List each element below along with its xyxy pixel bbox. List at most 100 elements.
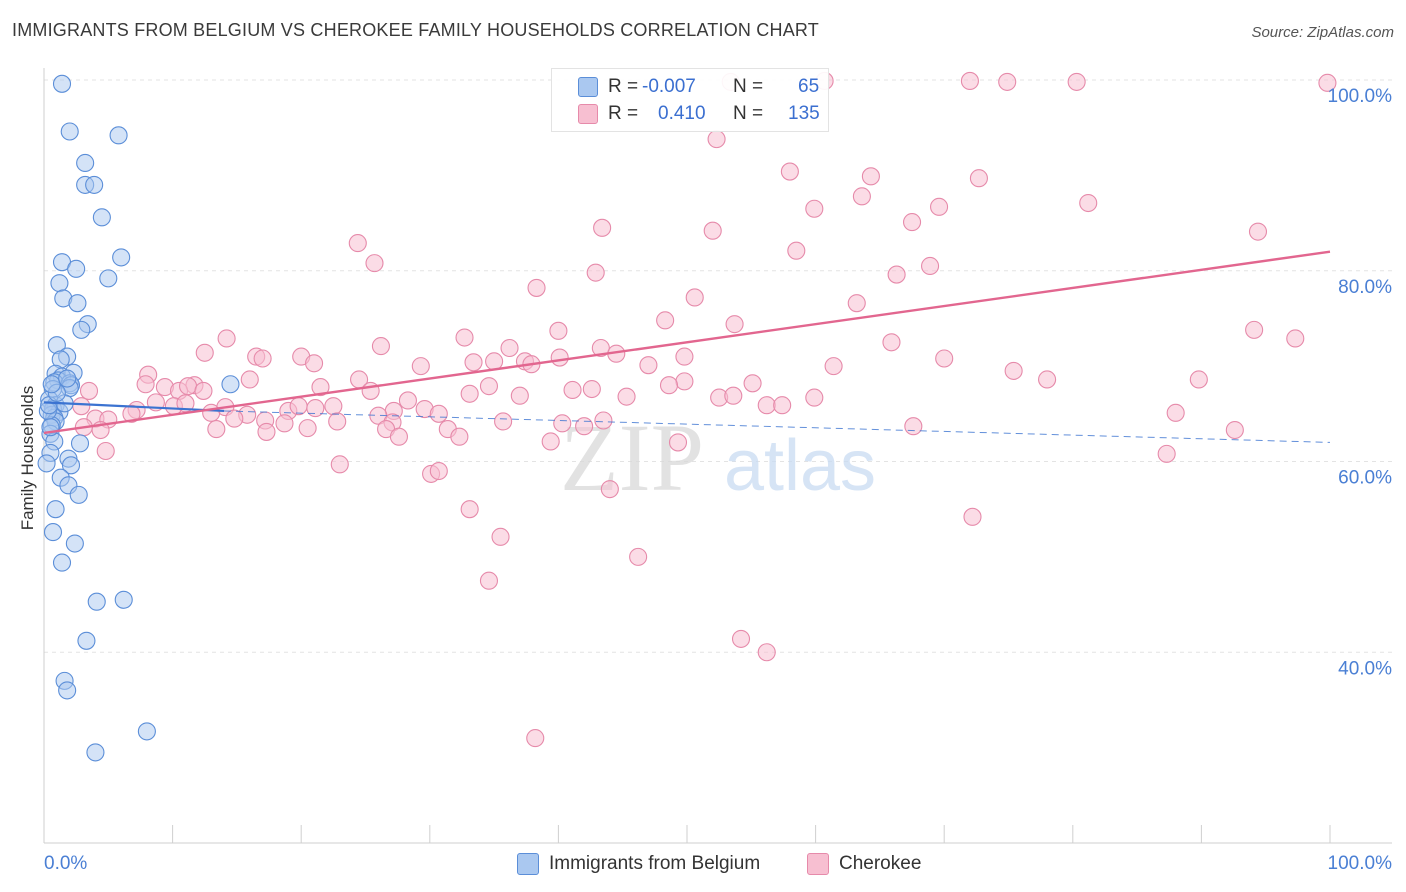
cherokee-point <box>563 380 582 400</box>
cherokee-point <box>935 349 954 368</box>
cherokee-point <box>207 420 226 439</box>
cherokee-point <box>194 381 213 400</box>
legend-r-label: R = <box>608 103 639 124</box>
cherokee-point <box>805 388 824 407</box>
belgium-point <box>137 722 156 741</box>
cherokee-point <box>485 352 504 371</box>
tick-labels: 40.0% 60.0% 80.0% 100.0% 0.0% 100.0% <box>44 86 1392 874</box>
cherokee-point <box>348 234 367 253</box>
cherokee-point <box>685 288 704 307</box>
cherokee-point <box>930 197 949 216</box>
cherokee-point <box>398 391 417 410</box>
cherokee-point <box>1004 361 1023 380</box>
cherokee-point <box>122 404 141 423</box>
cherokee-point <box>594 411 613 430</box>
cherokee-point <box>429 461 448 481</box>
belgium-trend-extension <box>224 410 1331 443</box>
cherokee-point <box>675 347 694 366</box>
cherokee-point <box>725 315 744 334</box>
y-tick-label: 100.0% <box>1328 86 1393 107</box>
cherokee-point <box>429 404 448 423</box>
cherokee-point <box>1225 420 1244 440</box>
cherokee-point <box>275 414 294 433</box>
cherokee-point <box>847 294 866 313</box>
cherokee-point <box>724 386 743 405</box>
belgium-point <box>60 122 79 141</box>
legend-n-label: N = <box>733 103 764 124</box>
cherokee-point <box>460 500 479 519</box>
cherokee-point <box>773 396 792 415</box>
cherokee-point <box>757 643 776 662</box>
cherokee-point <box>629 547 648 566</box>
cherokee-point <box>887 265 906 284</box>
cherokee-point <box>1245 320 1264 339</box>
cherokee-point <box>852 187 871 206</box>
cherokee-point <box>824 357 843 376</box>
legend-swatch-belgium <box>578 77 598 97</box>
belgium-point <box>61 456 81 475</box>
cherokee-point <box>639 356 658 375</box>
cherokee-point <box>582 379 601 399</box>
cherokee-point <box>969 169 988 188</box>
belgium-point <box>87 592 106 611</box>
belgium-trend-line <box>43 401 225 413</box>
legend-r-value-cherokee: 0.410 <box>658 103 706 124</box>
cherokee-point <box>668 433 688 452</box>
cherokee-point <box>253 349 272 368</box>
cherokee-point <box>510 386 529 405</box>
legend-swatch-belgium <box>517 853 539 875</box>
cherokee-point <box>450 427 469 446</box>
cherokee-point <box>1318 73 1337 92</box>
legend-r-label: R = <box>608 76 639 97</box>
belgium-point <box>65 534 84 553</box>
cherokee-point <box>656 311 675 330</box>
cherokee-point <box>1157 444 1176 463</box>
cherokee-point <box>500 338 519 358</box>
y-tick-label: 40.0% <box>1338 658 1392 679</box>
x-tick-label-max: 100.0% <box>1328 853 1393 874</box>
legend-label-belgium: Immigrants from Belgium <box>549 853 761 874</box>
belgium-point <box>37 454 56 473</box>
cherokee-point <box>593 218 612 237</box>
cherokee-point <box>479 377 499 396</box>
cherokee-point <box>731 629 751 648</box>
cherokee-point <box>1286 329 1305 348</box>
belgium-point <box>68 294 87 313</box>
cherokee-point <box>328 412 347 431</box>
belgium-point <box>52 553 72 572</box>
legend-n-label: N = <box>733 76 764 97</box>
belgium-point <box>70 434 90 453</box>
cherokee-point <box>553 414 572 433</box>
cherokee-point <box>1067 72 1086 91</box>
cherokee-point <box>202 403 221 422</box>
legend-stats: R = -0.007 N = 65 R = 0.410 N = 135 <box>551 68 829 132</box>
cherokee-point <box>178 377 198 396</box>
cherokee-point <box>289 397 308 416</box>
watermark-atlas: atlas <box>724 426 876 506</box>
belgium-point <box>77 631 96 650</box>
cherokee-point <box>479 571 499 590</box>
belgium-point <box>42 375 61 394</box>
belgium-point <box>112 248 131 267</box>
cherokee-point <box>963 507 982 526</box>
belgium-point <box>76 153 95 173</box>
cherokee-point <box>79 381 99 400</box>
cherokee-point <box>998 72 1017 91</box>
belgium-point <box>221 375 240 394</box>
source-label: Source: ZipAtlas.com <box>1251 24 1394 41</box>
belgium-point <box>99 269 118 288</box>
legend-swatch-cherokee <box>578 104 598 124</box>
cherokee-point <box>330 455 349 474</box>
cherokee-point <box>882 333 901 352</box>
cherokee-point <box>217 329 236 348</box>
cherokee-point <box>861 167 880 186</box>
trend-lines <box>43 250 1331 443</box>
cherokee-point <box>703 221 722 240</box>
belgium-point <box>92 208 111 227</box>
legend-n-value-cherokee: 135 <box>788 103 820 124</box>
cherokee-point <box>324 397 343 416</box>
belgium-point <box>46 500 65 519</box>
cherokee-point <box>225 409 244 428</box>
watermark: ZIP atlas <box>560 404 876 511</box>
cherokee-point <box>675 372 694 391</box>
